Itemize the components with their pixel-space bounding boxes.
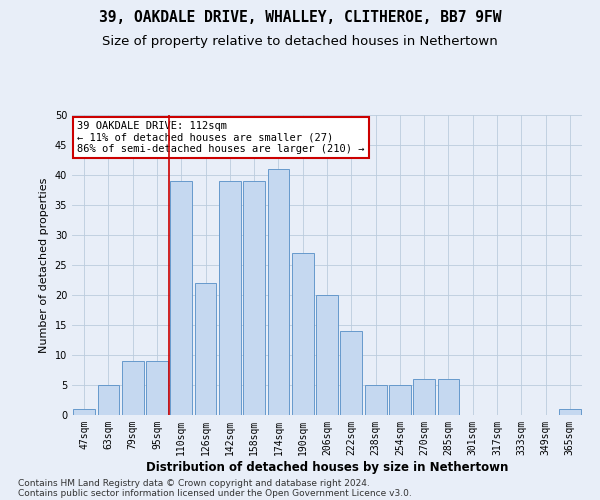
Text: 39 OAKDALE DRIVE: 112sqm
← 11% of detached houses are smaller (27)
86% of semi-d: 39 OAKDALE DRIVE: 112sqm ← 11% of detach… — [77, 121, 365, 154]
Bar — [413, 379, 435, 415]
Bar — [437, 379, 460, 415]
Bar — [292, 253, 314, 415]
Text: Size of property relative to detached houses in Nethertown: Size of property relative to detached ho… — [102, 35, 498, 48]
Bar — [219, 181, 241, 415]
Bar — [243, 181, 265, 415]
Text: Contains public sector information licensed under the Open Government Licence v3: Contains public sector information licen… — [18, 488, 412, 498]
Bar — [122, 361, 143, 415]
Bar — [170, 181, 192, 415]
Bar — [146, 361, 168, 415]
Bar — [316, 295, 338, 415]
Bar — [559, 409, 581, 415]
Bar — [389, 385, 411, 415]
X-axis label: Distribution of detached houses by size in Nethertown: Distribution of detached houses by size … — [146, 460, 508, 473]
Bar — [194, 283, 217, 415]
Bar — [340, 331, 362, 415]
Bar — [73, 409, 95, 415]
Text: 39, OAKDALE DRIVE, WHALLEY, CLITHEROE, BB7 9FW: 39, OAKDALE DRIVE, WHALLEY, CLITHEROE, B… — [99, 10, 501, 25]
Y-axis label: Number of detached properties: Number of detached properties — [39, 178, 49, 352]
Text: Contains HM Land Registry data © Crown copyright and database right 2024.: Contains HM Land Registry data © Crown c… — [18, 478, 370, 488]
Bar — [365, 385, 386, 415]
Bar — [97, 385, 119, 415]
Bar — [268, 169, 289, 415]
